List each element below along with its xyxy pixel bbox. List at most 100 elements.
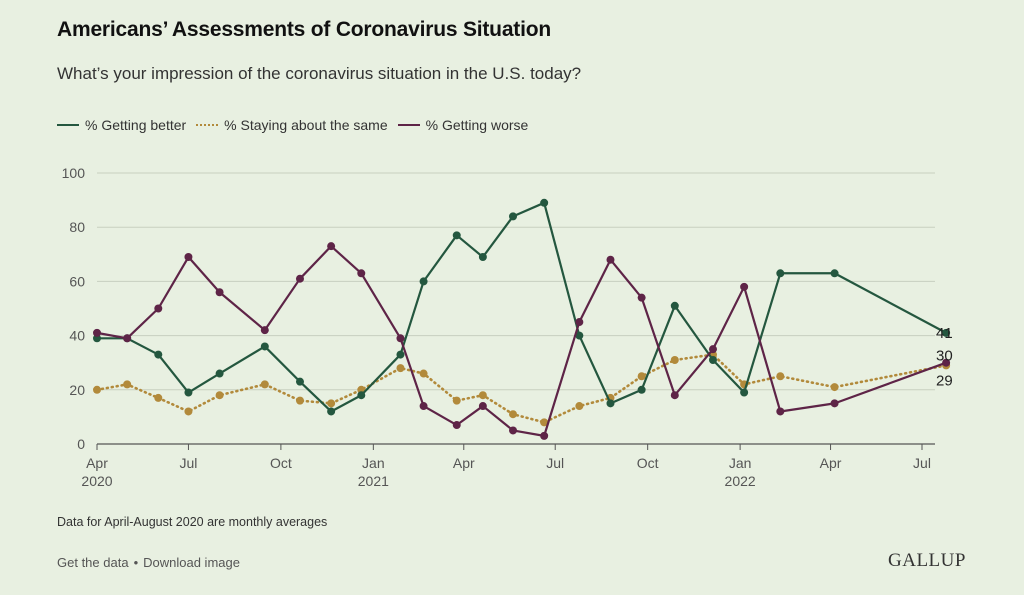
x-tick-label: Jul bbox=[546, 455, 564, 471]
x-tick-label: Jan bbox=[362, 455, 385, 471]
y-tick-label: 60 bbox=[69, 273, 85, 289]
x-tick-year-label: 2020 bbox=[81, 473, 112, 489]
data-point-1 bbox=[123, 380, 132, 389]
data-point-1 bbox=[637, 372, 646, 381]
data-point-1 bbox=[540, 418, 549, 427]
data-point-0 bbox=[295, 377, 304, 386]
data-point-0 bbox=[740, 388, 749, 397]
data-point-2 bbox=[606, 255, 615, 264]
data-point-1 bbox=[295, 396, 304, 405]
data-point-2 bbox=[670, 391, 679, 400]
data-point-1 bbox=[776, 372, 785, 381]
data-point-1 bbox=[260, 380, 269, 389]
chart-legend: % Getting better % Staying about the sam… bbox=[57, 117, 538, 133]
series-line-1 bbox=[95, 353, 948, 424]
data-point-2 bbox=[830, 399, 839, 408]
chart-subtitle: What’s your impression of the coronaviru… bbox=[57, 64, 582, 83]
data-point-2 bbox=[708, 345, 717, 354]
data-point-0 bbox=[942, 328, 951, 337]
chart-title: Americans’ Assessments of Coronavirus Si… bbox=[57, 18, 551, 41]
data-point-1 bbox=[509, 410, 518, 419]
legend-item-better: % Getting better bbox=[57, 117, 186, 133]
data-point-1 bbox=[215, 391, 224, 400]
data-point-1 bbox=[396, 364, 405, 373]
data-point-0 bbox=[215, 369, 224, 378]
data-point-0 bbox=[540, 198, 549, 207]
end-value-label-1: 29 bbox=[936, 372, 953, 389]
legend-label-worse: % Getting worse bbox=[425, 117, 529, 133]
end-value-label-2: 30 bbox=[936, 348, 953, 365]
data-point-0 bbox=[154, 350, 163, 359]
x-tick-label: Apr bbox=[86, 455, 108, 471]
x-tick-label: Oct bbox=[270, 455, 292, 471]
data-point-2 bbox=[295, 274, 304, 283]
y-tick-label: 40 bbox=[69, 328, 85, 344]
data-point-0 bbox=[776, 269, 785, 278]
end-value-label-0: 41 bbox=[936, 325, 953, 342]
data-point-2 bbox=[575, 318, 584, 327]
data-point-2 bbox=[396, 334, 405, 343]
legend-item-worse: % Getting worse bbox=[397, 117, 529, 133]
data-point-0 bbox=[830, 269, 839, 278]
data-point-0 bbox=[327, 407, 336, 416]
data-point-2 bbox=[419, 402, 428, 411]
x-tick-label: Apr bbox=[820, 455, 842, 471]
data-point-0 bbox=[184, 388, 193, 397]
data-point-2 bbox=[540, 431, 549, 440]
data-point-1 bbox=[670, 355, 679, 364]
data-point-1 bbox=[184, 407, 193, 416]
y-tick-label: 80 bbox=[69, 219, 85, 235]
x-tick-label: Apr bbox=[453, 455, 475, 471]
data-point-2 bbox=[478, 402, 487, 411]
x-tick-label: Jul bbox=[179, 455, 197, 471]
get-data-link[interactable]: Get the data bbox=[57, 555, 129, 570]
data-point-1 bbox=[452, 396, 461, 405]
data-point-0 bbox=[708, 355, 717, 364]
data-point-0 bbox=[419, 277, 428, 286]
legend-swatch-worse bbox=[397, 124, 420, 126]
series-line-2 bbox=[95, 245, 948, 437]
footer-separator: • bbox=[133, 555, 139, 570]
data-point-1 bbox=[830, 383, 839, 392]
series-line-0 bbox=[95, 201, 948, 413]
data-point-0 bbox=[637, 385, 646, 394]
data-point-2 bbox=[357, 269, 366, 278]
data-point-2 bbox=[327, 242, 336, 251]
data-point-2 bbox=[637, 293, 646, 302]
x-tick-label: Jul bbox=[913, 455, 931, 471]
x-tick-year-label: 2022 bbox=[725, 473, 756, 489]
data-point-2 bbox=[93, 328, 101, 337]
data-point-1 bbox=[327, 399, 336, 408]
data-point-2 bbox=[154, 304, 163, 313]
data-point-0 bbox=[575, 331, 584, 340]
footnote: Data for April-August 2020 are monthly a… bbox=[57, 515, 328, 529]
data-point-0 bbox=[357, 391, 366, 400]
data-point-2 bbox=[260, 326, 269, 335]
footer-links: Get the data • Download image bbox=[57, 555, 240, 570]
data-point-0 bbox=[478, 253, 487, 262]
data-point-0 bbox=[452, 231, 461, 240]
gallup-logo: GALLUP bbox=[888, 550, 966, 571]
x-tick-year-label: 2021 bbox=[358, 473, 389, 489]
data-point-2 bbox=[776, 407, 785, 416]
download-image-link[interactable]: Download image bbox=[143, 555, 240, 570]
data-point-0 bbox=[670, 301, 679, 310]
y-tick-label: 0 bbox=[77, 436, 85, 452]
data-point-1 bbox=[478, 391, 487, 400]
legend-item-same: % Staying about the same bbox=[196, 117, 388, 133]
data-point-1 bbox=[154, 393, 163, 402]
data-point-2 bbox=[509, 426, 518, 435]
data-point-2 bbox=[215, 288, 224, 297]
line-chart: 0 20 40 60 80 100 Apr 2020 Jul Oct Jan 2021 Apr Jul Oc… bbox=[62, 165, 953, 489]
data-point-2 bbox=[452, 421, 461, 430]
data-point-2 bbox=[123, 334, 132, 343]
data-point-1 bbox=[419, 369, 428, 378]
y-tick-label: 20 bbox=[69, 382, 85, 398]
data-point-2 bbox=[184, 253, 193, 262]
x-tick-label: Jan bbox=[729, 455, 752, 471]
data-point-0 bbox=[396, 350, 405, 359]
legend-label-same: % Staying about the same bbox=[224, 117, 388, 133]
data-point-0 bbox=[509, 212, 518, 221]
legend-swatch-same bbox=[196, 124, 219, 126]
data-point-1 bbox=[575, 402, 584, 411]
